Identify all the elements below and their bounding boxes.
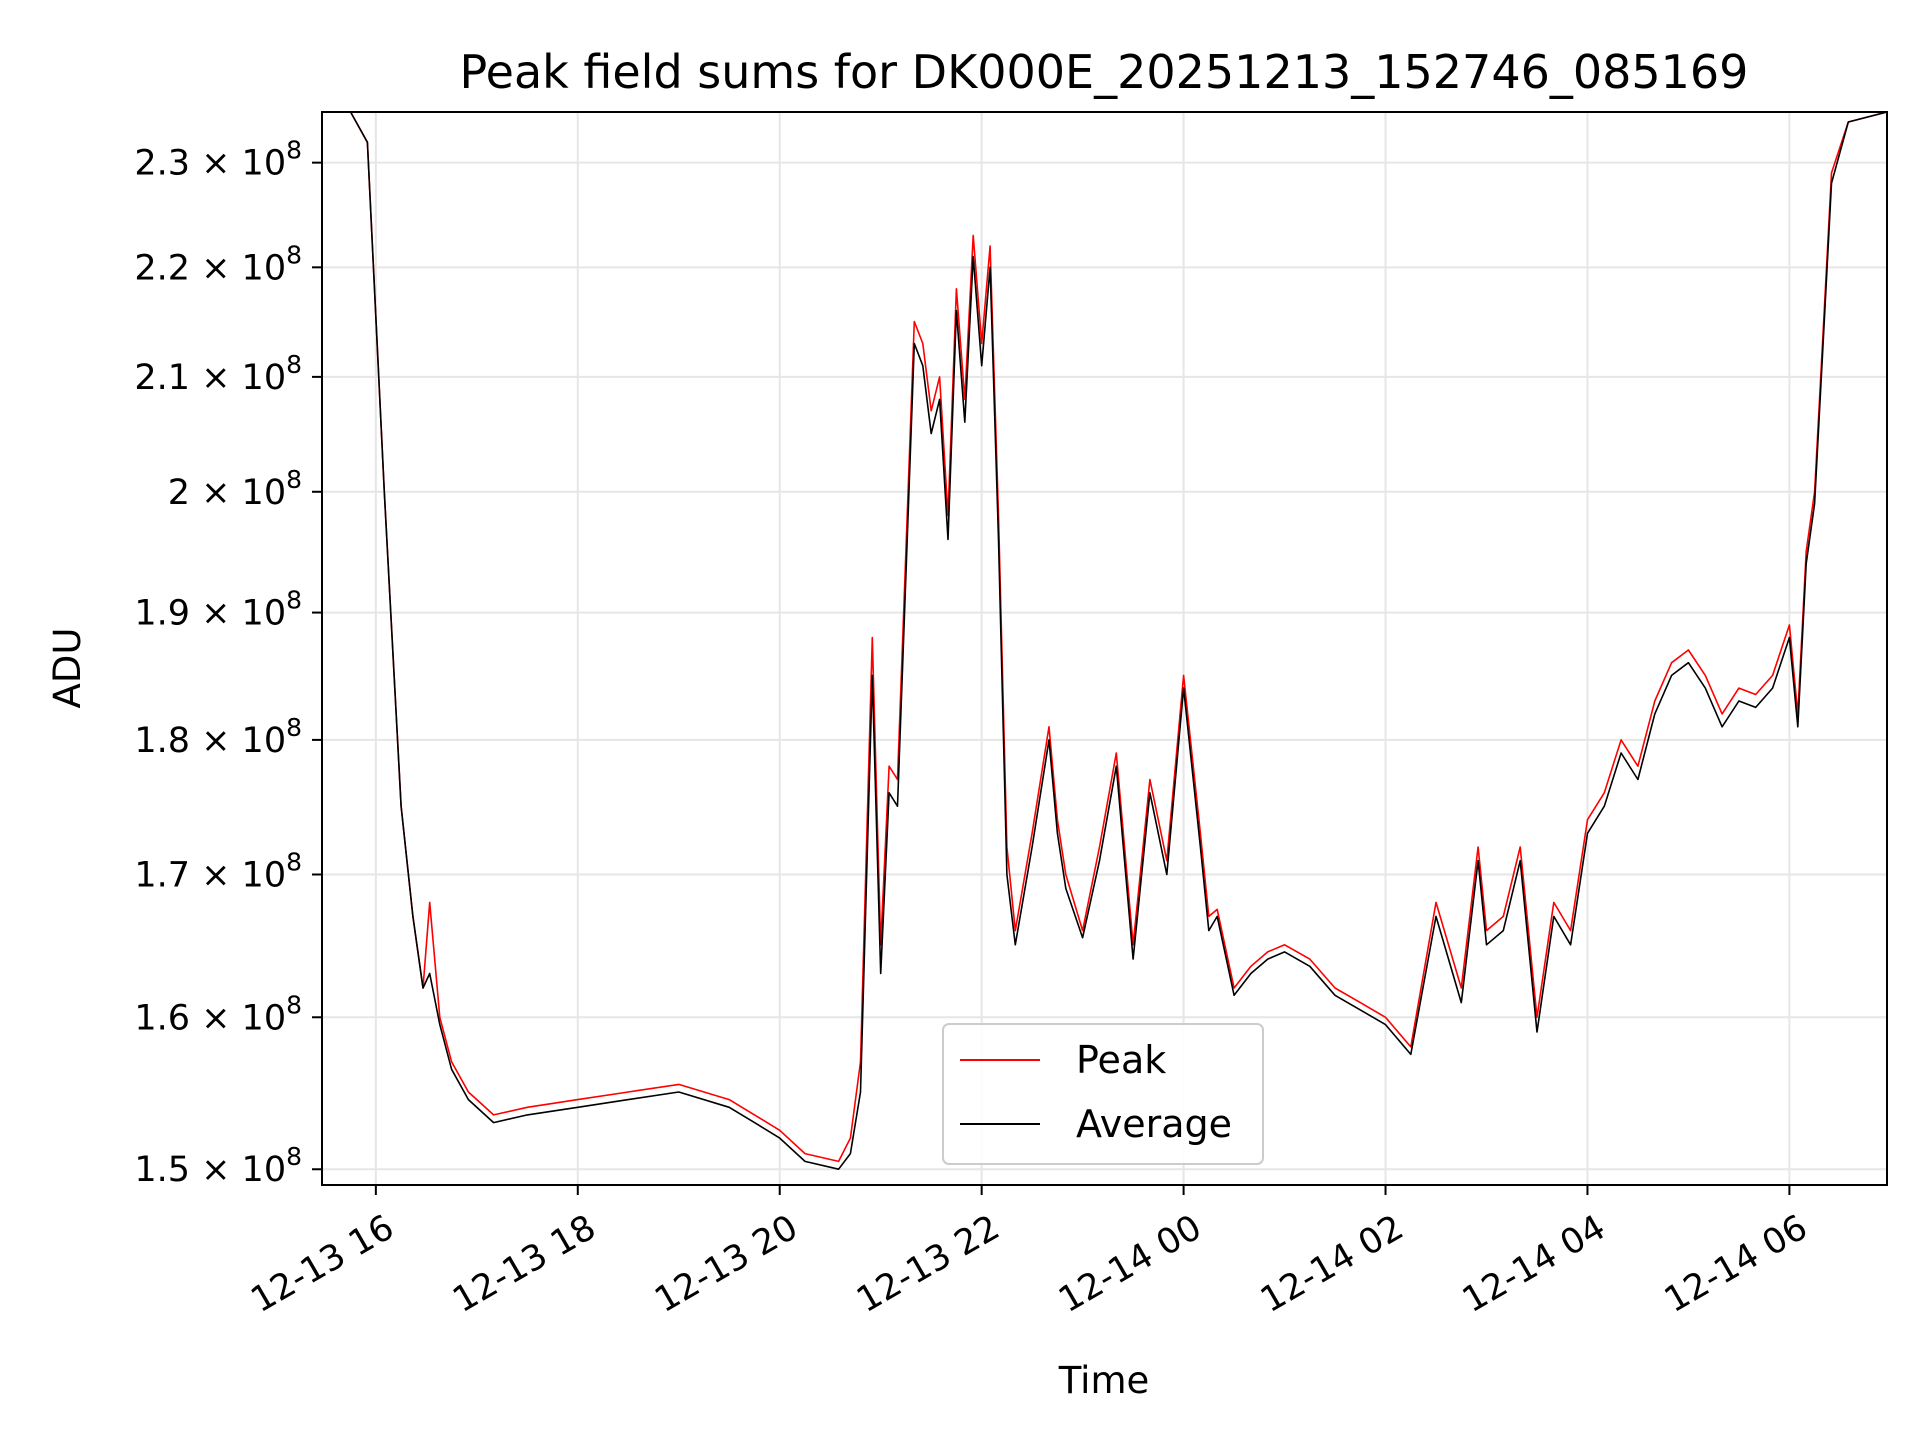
x-tick-label: 12-14 02 — [1254, 1208, 1410, 1321]
y-tick-label: 2.3 × 108 — [134, 136, 302, 184]
x-tick-label: 12-13 22 — [850, 1208, 1006, 1321]
series-line-average — [322, 111, 1888, 1170]
x-tick-label: 12-14 00 — [1052, 1208, 1208, 1321]
x-ticks: 12-13 16 12-13 18 12-13 20 12-13 22 12-14 00… — [244, 1185, 1814, 1321]
plot-frame — [321, 111, 1888, 1186]
y-tick-label: 2.1 × 108 — [134, 350, 302, 398]
x-tick-label: 12-13 16 — [244, 1208, 400, 1321]
y-tick-label: 1.7 × 108 — [134, 847, 302, 895]
grid-lines — [322, 112, 1887, 1185]
x-tick-label: 12-13 20 — [648, 1208, 804, 1321]
chart-title: Peak field sums for DK000E_20251213_1527… — [460, 45, 1749, 99]
y-axis-label: ADU — [46, 628, 89, 709]
y-tick-label: 2 × 108 — [168, 465, 302, 513]
legend-label-average: Average — [1076, 1102, 1232, 1146]
x-tick-label: 12-13 18 — [446, 1208, 602, 1321]
y-tick-label: 1.8 × 108 — [134, 713, 302, 761]
legend-label-peak: Peak — [1076, 1038, 1166, 1082]
y-tick-label: 1.6 × 108 — [134, 990, 302, 1038]
y-tick-label: 1.5 × 108 — [134, 1142, 302, 1190]
y-tick-label: 1.9 × 108 — [134, 586, 302, 634]
x-tick-label: 12-14 04 — [1456, 1208, 1612, 1321]
y-ticks: 1.5 × 108 1.6 × 108 1.7 × 108 1.8 × 108 1.9 … — [134, 136, 322, 1190]
legend: Peak Average — [942, 1023, 1264, 1165]
x-axis-label: Time — [1058, 1359, 1150, 1402]
x-tick-label: 12-14 06 — [1658, 1208, 1814, 1321]
series-lines — [322, 111, 1888, 1170]
series-line-peak — [322, 111, 1888, 1163]
y-tick-label: 2.2 × 108 — [134, 240, 302, 288]
